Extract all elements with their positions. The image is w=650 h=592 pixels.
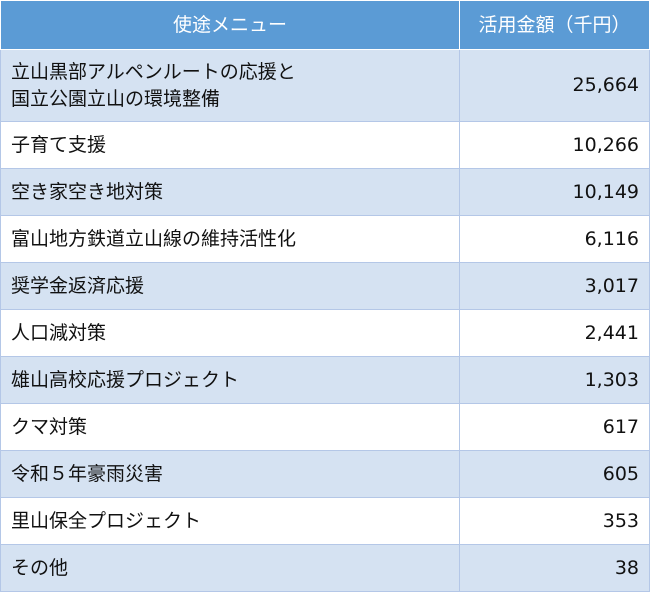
menu-cell: 奨学金返済応援: [0, 262, 460, 310]
menu-label: 雄山高校応援プロジェクト: [11, 368, 240, 391]
amount-cell: 2,441: [459, 309, 650, 357]
menu-label: 里山保全プロジェクト: [11, 509, 202, 532]
menu-cell: 富山地方鉄道立山線の維持活性化: [0, 215, 460, 263]
table-row: 人口減対策 2,441: [0, 309, 650, 357]
table-row: 空き家空き地対策 10,149: [0, 168, 650, 216]
menu-label: 子育て支援: [11, 133, 107, 156]
amount-cell: 10,149: [459, 168, 650, 216]
table-row: 立山黒部アルペンルートの応援と 国立公園立山の環境整備 25,664: [0, 49, 650, 122]
menu-cell: 雄山高校応援プロジェクト: [0, 356, 460, 404]
amount-cell: 3,017: [459, 262, 650, 310]
menu-label: 人口減対策: [11, 321, 107, 344]
menu-cell: 令和５年豪雨災害: [0, 450, 460, 498]
amount-cell: 605: [459, 450, 650, 498]
table-row: 子育て支援 10,266: [0, 121, 650, 169]
table-row: 奨学金返済応援 3,017: [0, 262, 650, 310]
menu-label: 国立公園立山の環境整備: [11, 87, 221, 110]
amount-cell: 38: [459, 544, 650, 592]
table-row: クマ対策 617: [0, 403, 650, 451]
table-header: 使途メニュー 活用金額（千円）: [0, 0, 650, 50]
table-row: 里山保全プロジェクト 353: [0, 497, 650, 545]
menu-cell: 子育て支援: [0, 121, 460, 169]
amount-cell: 10,266: [459, 121, 650, 169]
table-row: 富山地方鉄道立山線の維持活性化 6,116: [0, 215, 650, 263]
amount-cell: 617: [459, 403, 650, 451]
menu-label: 富山地方鉄道立山線の維持活性化: [11, 227, 297, 250]
header-amount: 活用金額（千円）: [459, 0, 650, 50]
menu-label: 立山黒部アルペンルートの応援と: [11, 60, 296, 83]
amount-cell: 6,116: [459, 215, 650, 263]
table-body: 立山黒部アルペンルートの応援と 国立公園立山の環境整備 25,664 子育て支援 10,…: [0, 49, 650, 592]
table-row: 令和５年豪雨災害 605: [0, 450, 650, 498]
amount-cell: 353: [459, 497, 650, 545]
amount-cell: 1,303: [459, 356, 650, 404]
menu-cell: 里山保全プロジェクト: [0, 497, 460, 545]
menu-cell: 人口減対策: [0, 309, 460, 357]
menu-cell: 立山黒部アルペンルートの応援と 国立公園立山の環境整備: [0, 49, 460, 122]
menu-label: 奨学金返済応援: [11, 274, 145, 297]
header-menu: 使途メニュー: [0, 0, 460, 50]
menu-label: 令和５年豪雨災害: [11, 462, 164, 485]
header-row: 使途メニュー 活用金額（千円）: [0, 0, 650, 50]
menu-cell: その他: [0, 544, 460, 592]
amount-cell: 25,664: [459, 49, 650, 122]
menu-label: クマ対策: [11, 415, 88, 438]
menu-cell: 空き家空き地対策: [0, 168, 460, 216]
table-row: 雄山高校応援プロジェクト 1,303: [0, 356, 650, 404]
menu-label: その他: [11, 556, 69, 579]
menu-label: 空き家空き地対策: [11, 180, 164, 203]
menu-cell: クマ対策: [0, 403, 460, 451]
table-row: その他 38: [0, 544, 650, 592]
